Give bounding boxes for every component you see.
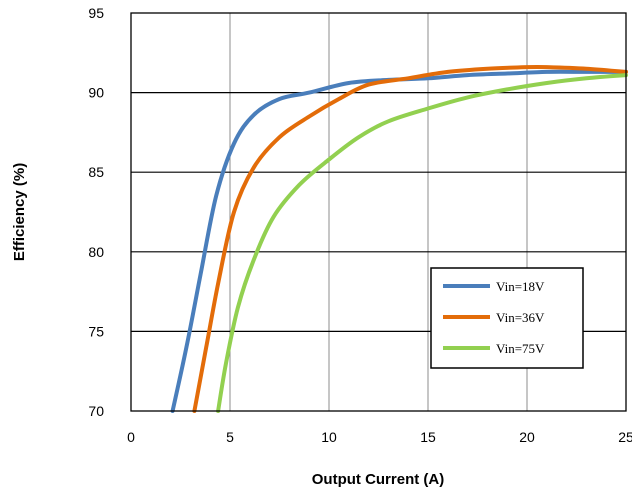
x-tick-labels: 0 5 10 15 20 25 (127, 429, 632, 445)
x-tick-label: 20 (519, 429, 535, 445)
x-tick-label: 25 (618, 429, 632, 445)
y-tick-label: 95 (88, 5, 104, 21)
y-tick-label: 90 (88, 85, 104, 101)
y-tick-label: 80 (88, 244, 104, 260)
x-tick-label: 0 (127, 429, 135, 445)
legend-label-vin-36v: Vin=36V (496, 310, 545, 325)
legend-label-vin-18v: Vin=18V (496, 279, 545, 294)
y-tick-label: 85 (88, 164, 104, 180)
y-tick-label: 75 (88, 323, 104, 339)
legend-label-vin-75v: Vin=75V (496, 341, 545, 356)
series-line-vin-36v (192, 64, 628, 413)
y-tick-labels: 70 75 80 85 90 95 (88, 5, 104, 419)
x-tick-label: 5 (226, 429, 234, 445)
y-axis-title: Efficiency (%) (11, 163, 28, 261)
y-tick-label: 70 (88, 403, 104, 419)
series-line-vin-75v (216, 73, 628, 413)
data-series (170, 64, 628, 413)
x-tick-label: 10 (321, 429, 337, 445)
legend: Vin=18V Vin=36V Vin=75V (430, 267, 584, 369)
series-line-vin-18v (170, 69, 628, 413)
plot-border (130, 12, 627, 412)
x-tick-label: 15 (420, 429, 436, 445)
x-axis-title: Output Current (A) (312, 471, 444, 488)
